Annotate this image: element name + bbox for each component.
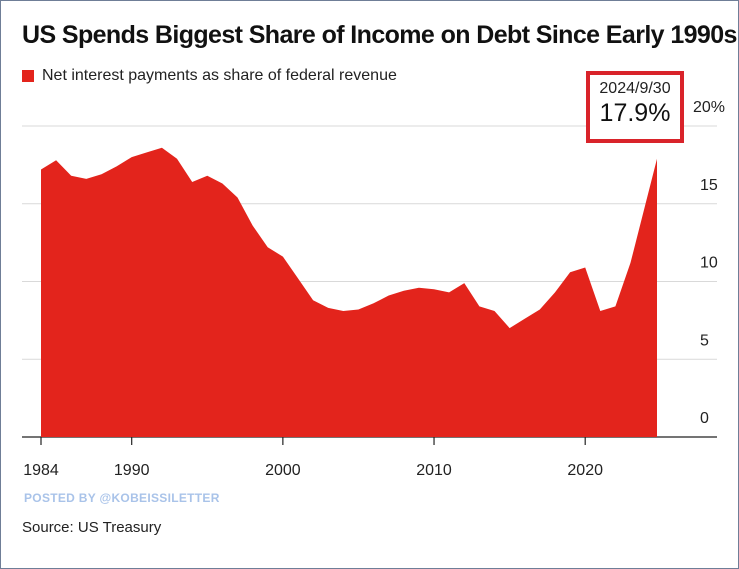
- chart-title: US Spends Biggest Share of Income on Deb…: [22, 21, 737, 49]
- watermark: POSTED BY @KOBEISSILETTER: [24, 491, 220, 505]
- area-series-0: [41, 147, 657, 438]
- source-note: Source: US Treasury: [22, 519, 162, 536]
- x-tick-label-2: 2000: [265, 462, 301, 479]
- y-tick-label-0: 0: [700, 410, 709, 427]
- legend: Net interest payments as share of federa…: [22, 67, 397, 85]
- y-tick-label-1: 5: [700, 332, 709, 349]
- x-tick-label-1: 1990: [114, 462, 150, 479]
- x-tick-label-3: 2010: [416, 462, 452, 479]
- x-tick-label-4: 2020: [567, 462, 603, 479]
- callout-value: 17.9%: [599, 99, 671, 127]
- legend-swatch: [22, 70, 34, 82]
- x-tick-label-0: 1984: [23, 462, 59, 479]
- y-tick-label-2: 10: [700, 255, 718, 272]
- legend-label: Net interest payments as share of federa…: [42, 67, 397, 84]
- y-tick-label-3: 15: [700, 177, 718, 194]
- callout-date: 2024/9/30: [599, 80, 671, 97]
- y-tick-label-4: 20%: [693, 99, 725, 116]
- latest-value-callout: 2024/9/30 17.9%: [586, 71, 684, 143]
